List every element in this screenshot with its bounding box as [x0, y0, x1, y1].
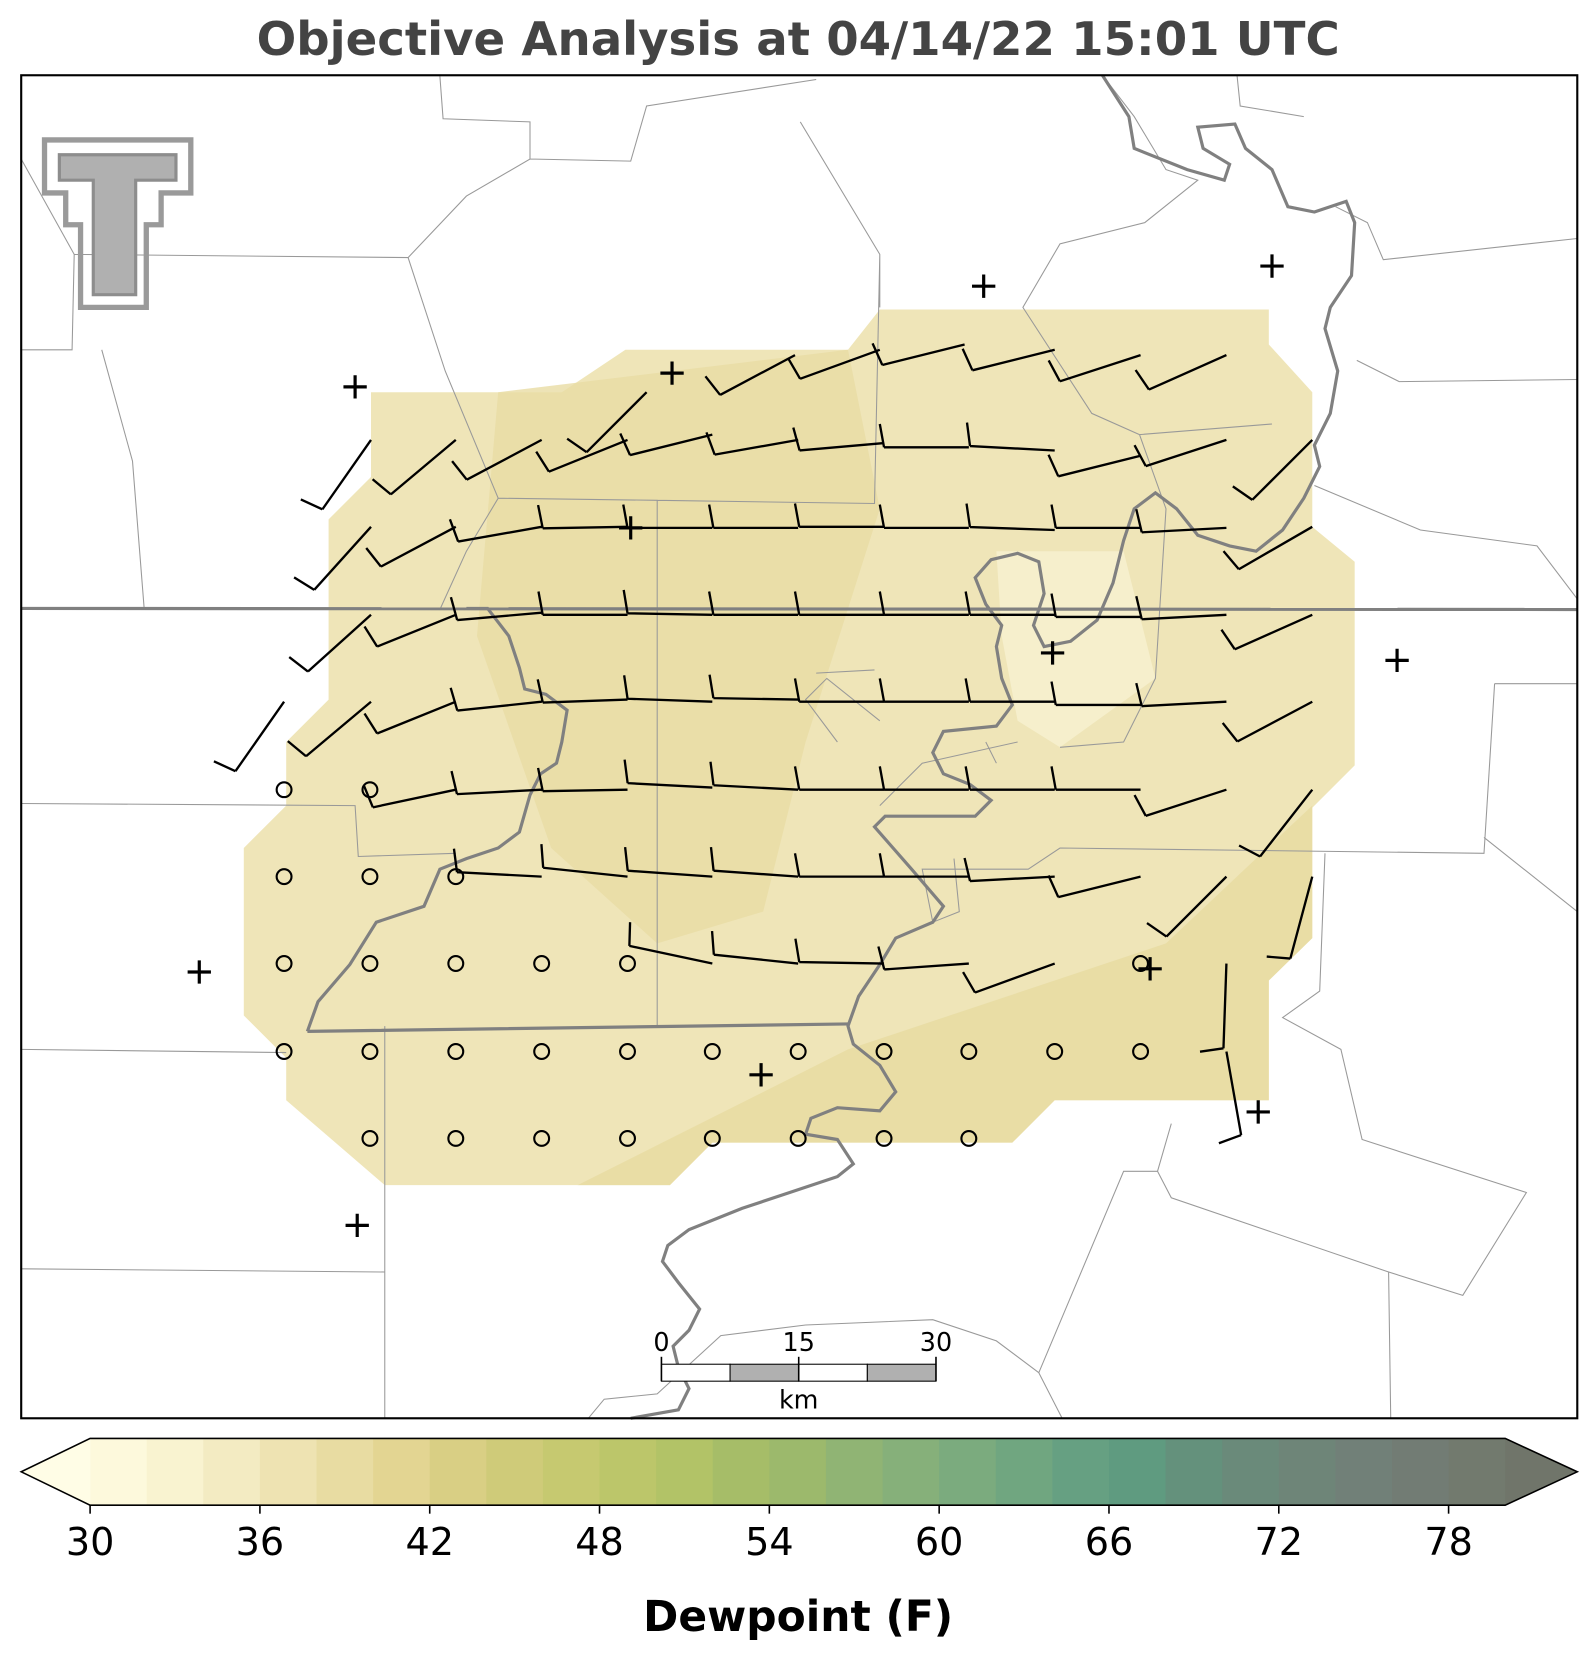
colorbar-segment — [1165, 1438, 1223, 1506]
colorbar-segment — [259, 1438, 318, 1506]
colorbar-segment — [769, 1438, 827, 1506]
colorbar-over — [1505, 1438, 1578, 1506]
colorbar-segment — [1052, 1438, 1110, 1506]
colorbar-tick-label: 78 — [1424, 1520, 1473, 1564]
dewpoint-zone — [996, 551, 1156, 748]
scale-bar: 0 15 30 km — [653, 1327, 952, 1414]
colorbar-tick-label: 72 — [1255, 1520, 1304, 1564]
colorbar-label: Dewpoint (F) — [643, 1592, 953, 1641]
colorbar-segment — [656, 1438, 714, 1506]
colorbar: 30 36 42 48 54 60 66 72 78 Dewpoint (F) — [19, 1437, 1580, 1641]
scale-segment — [866, 1363, 937, 1382]
colorbar-tick-label: 42 — [405, 1520, 454, 1564]
scale-tick-label: 30 — [920, 1327, 952, 1357]
colorbar-tick-label: 60 — [915, 1520, 964, 1564]
colorbar-tick-label: 36 — [236, 1520, 285, 1564]
scale-segment — [798, 1363, 868, 1382]
figure: Objective Analysis at 04/14/22 15:01 UTC — [19, 12, 1580, 1641]
colorbar-segment — [90, 1438, 148, 1506]
map-frame — [20, 74, 1579, 1420]
colorbar-segment — [1222, 1438, 1280, 1506]
map: 0 15 30 km — [20, 74, 1579, 1420]
colorbar-segment — [882, 1438, 940, 1506]
colorbar-segment — [146, 1438, 204, 1506]
scale-tick-label: 15 — [783, 1327, 815, 1357]
colorbar-segment — [1278, 1438, 1336, 1506]
county-lines — [20, 74, 1578, 1419]
logo-outline — [41, 137, 194, 311]
colorbar-under — [21, 1438, 91, 1506]
colorbar-tick-label: 48 — [575, 1520, 624, 1564]
colorbar-tick-label: 66 — [1085, 1520, 1134, 1564]
colorbar-segment — [1448, 1438, 1506, 1506]
colorbar-segment — [825, 1438, 884, 1506]
colorbar-segment — [1391, 1438, 1450, 1506]
dewpoint-zone — [577, 805, 1313, 1186]
colorbar-segment — [203, 1438, 261, 1506]
colorbar-tick-label: 30 — [66, 1520, 115, 1564]
scale-segment — [660, 1363, 731, 1382]
colorbar-segment — [542, 1438, 601, 1506]
scale-unit: km — [779, 1384, 819, 1414]
colorbar-segment — [599, 1438, 657, 1506]
colorbar-segment — [712, 1438, 770, 1506]
dewpoint-zone — [476, 349, 880, 944]
scale-tick-label: 0 — [653, 1327, 669, 1357]
colorbar-segment — [939, 1438, 997, 1506]
colorbar-outline — [19, 1437, 1580, 1506]
colorbar-segment — [1108, 1438, 1167, 1506]
title: Objective Analysis at 04/14/22 15:01 UTC — [257, 12, 1340, 66]
colorbar-segment — [995, 1438, 1053, 1506]
colorbar-segment — [486, 1438, 544, 1506]
logo — [41, 137, 194, 311]
colorbar-segment — [316, 1438, 374, 1506]
logo-fill — [57, 153, 178, 297]
scale-segment — [729, 1363, 800, 1382]
colorbar-segment — [1335, 1438, 1393, 1506]
colorbar-tick-label: 54 — [745, 1520, 794, 1564]
colorbar-segment — [373, 1438, 431, 1506]
colorbar-segment — [429, 1438, 487, 1506]
